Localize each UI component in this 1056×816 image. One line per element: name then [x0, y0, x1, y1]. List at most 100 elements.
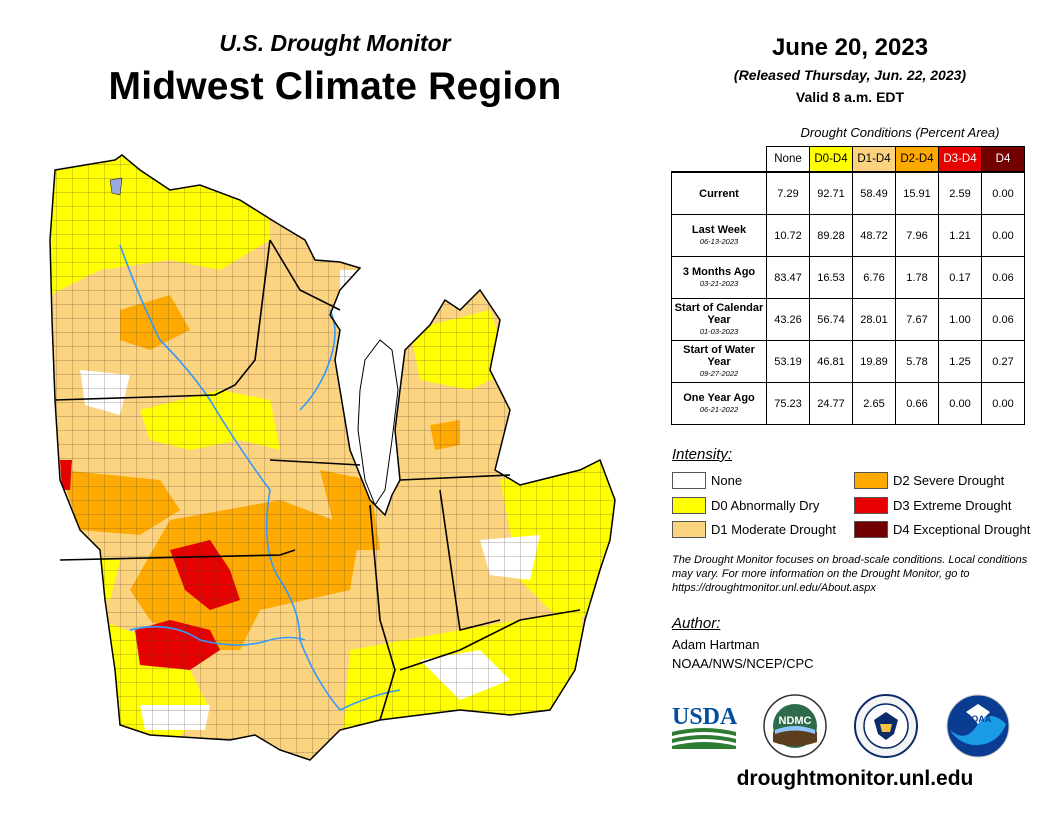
stats-row-label: Start of Calendar Year 01-03-2023	[671, 298, 767, 341]
stats-cell: 92.71	[809, 171, 853, 215]
stats-cell: 1.25	[938, 340, 982, 383]
legend-swatch	[672, 520, 706, 538]
stats-cell: 2.65	[852, 382, 896, 425]
stats-cell: 10.72	[766, 214, 810, 257]
county-boundaries	[50, 155, 615, 760]
wisconsin-river	[299, 309, 336, 411]
stats-row-label: Last Week 06-13-2023	[671, 214, 767, 257]
legend-swatch	[854, 496, 888, 514]
no-drought-area-up	[340, 270, 440, 310]
stats-cell: 16.53	[809, 256, 853, 299]
stats-cell: 48.72	[852, 214, 896, 257]
release-date: (Released Thursday, Jun. 22, 2023)	[733, 67, 967, 83]
stats-cell: 1.00	[938, 298, 982, 341]
stats-row-label-text: Last Week	[691, 223, 747, 236]
ndmc-logo-text: NDMC	[779, 715, 812, 727]
mn-wi-iowa-line	[54, 239, 271, 401]
stats-cell: 28.01	[852, 298, 896, 341]
author-org: NOAA/NWS/NCEP/CPC	[672, 656, 814, 671]
stats-row-date: 06-13-2023	[699, 236, 739, 246]
stats-cell: 6.76	[852, 256, 896, 299]
mi-in-oh-line	[399, 474, 511, 481]
legend-label: None	[711, 472, 743, 488]
stats-row: 3 Months Ago 03-21-2023 83.47 16.53 6.76 1.78…	[671, 256, 1025, 299]
stats-cell: 89.28	[809, 214, 853, 257]
col-header-d4: D4	[981, 146, 1025, 173]
disclaimer-text: The Drought Monitor focuses on broad-sca…	[672, 554, 1028, 594]
stats-cell: 0.06	[981, 256, 1025, 299]
stats-row-date: 01-03-2023	[699, 326, 739, 336]
stats-row-label-text: One Year Ago	[683, 391, 755, 404]
legend-item: None	[672, 471, 742, 489]
legend-item: D4 Exceptional Drought	[854, 520, 1030, 538]
stats-row: Start of Water Year 09-27-2022 53.19 46.81 1…	[671, 340, 1025, 383]
map-date: June 20, 2023	[771, 34, 929, 61]
drought-map-fill	[50, 155, 615, 760]
author-name: Adam Hartman	[672, 637, 760, 652]
stats-cell: 53.19	[766, 340, 810, 383]
noaa-logo: NOAA	[946, 694, 1010, 758]
stats-cell: 46.81	[809, 340, 853, 383]
legend-swatch	[672, 496, 706, 514]
in-oh-line	[439, 489, 501, 631]
website-link[interactable]: droughtmonitor.unl.edu	[736, 767, 974, 790]
stats-cell: 7.96	[895, 214, 939, 257]
legend-swatch	[854, 471, 888, 489]
monitor-subtitle: U.S. Drought Monitor	[219, 30, 451, 56]
stats-row-label: One Year Ago 06-21-2022	[671, 382, 767, 425]
stats-cell: 43.26	[766, 298, 810, 341]
ohio-river	[339, 689, 401, 711]
usda-logo-text: USDA	[672, 704, 738, 730]
intensity-heading: Intensity:	[672, 446, 733, 463]
valid-time: Valid 8 a.m. EDT	[795, 89, 905, 105]
legend-label: D2 Severe Drought	[893, 472, 1005, 488]
col-header-d3-d4: D3-D4	[938, 146, 982, 173]
stats-cell: 7.67	[895, 298, 939, 341]
stats-row: Start of Calendar Year 01-03-2023 43.26 56.…	[671, 298, 1025, 341]
lake-michigan	[357, 339, 399, 507]
legend-item: D1 Moderate Drought	[672, 520, 836, 538]
stats-cell: 0.00	[981, 214, 1025, 257]
stats-cell: 15.91	[895, 171, 939, 215]
col-header-d0-d4: D0-D4	[809, 146, 853, 173]
stats-row-date: 09-27-2022	[699, 368, 739, 378]
stats-row-label: 3 Months Ago 03-21-2023	[671, 256, 767, 299]
stats-row-label-text: Start of Water Year	[683, 343, 755, 368]
stats-cell: 7.29	[766, 171, 810, 215]
doc-seal-logo	[854, 694, 918, 758]
stats-cell: 2.59	[938, 171, 982, 215]
col-header-none: None	[766, 146, 810, 173]
legend-label: D0 Abnormally Dry	[711, 497, 820, 513]
legend-label: D3 Extreme Drought	[893, 497, 1012, 513]
stats-header-row: None D0-D4 D1-D4 D2-D4 D3-D4 D4	[672, 146, 1025, 173]
legend-item: D3 Extreme Drought	[854, 496, 1012, 514]
lake-mn-small	[109, 177, 123, 196]
stats-row-label: Start of Water Year 09-27-2022	[671, 340, 767, 383]
legend-item: D2 Severe Drought	[854, 471, 1004, 489]
stats-cell: 58.49	[852, 171, 896, 215]
iowa-missouri-line	[59, 549, 296, 561]
drought-stats-table: None D0-D4 D1-D4 D2-D4 D3-D4 D4 Current 7…	[671, 146, 1025, 425]
region-title: Midwest Climate Region	[108, 65, 562, 108]
col-header-d1-d4: D1-D4	[852, 146, 896, 173]
missouri-river	[129, 625, 306, 646]
header-spacer	[672, 147, 767, 173]
author-heading: Author:	[672, 615, 721, 632]
stats-row-label-text: 3 Months Ago	[682, 265, 756, 278]
rivers	[119, 244, 401, 711]
usda-logo: USDA	[672, 704, 738, 749]
stats-cell: 0.17	[938, 256, 982, 299]
stats-cell: 75.23	[766, 382, 810, 425]
il-in-line	[369, 504, 396, 721]
stats-cell: 0.06	[981, 298, 1025, 341]
noaa-logo-text: NOAA	[965, 714, 992, 724]
stats-cell: 0.00	[981, 171, 1025, 215]
stats-row-label: Current	[671, 171, 767, 215]
ndmc-logo: NDMC	[763, 694, 827, 758]
stats-cell: 1.78	[895, 256, 939, 299]
stats-row: Last Week 06-13-2023 10.72 89.28 48.72 7.96 1.…	[671, 214, 1025, 257]
stats-cell: 1.21	[938, 214, 982, 257]
stats-cell: 0.27	[981, 340, 1025, 383]
col-header-d2-d4: D2-D4	[895, 146, 939, 173]
legend-label: D4 Exceptional Drought	[893, 521, 1031, 537]
